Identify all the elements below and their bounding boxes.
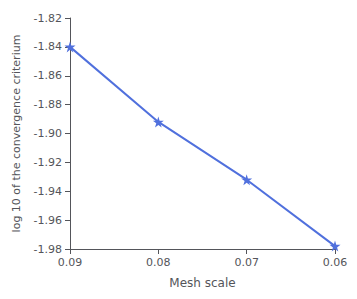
svg-text:-1.86: -1.86 — [34, 69, 62, 82]
svg-text:-1.90: -1.90 — [34, 127, 62, 140]
svg-text:-1.98: -1.98 — [34, 243, 62, 256]
svg-text:Mesh scale: Mesh scale — [169, 276, 235, 290]
svg-text:-1.94: -1.94 — [34, 185, 62, 198]
svg-text:-1.96: -1.96 — [34, 214, 62, 227]
svg-text:-1.88: -1.88 — [34, 98, 62, 111]
svg-text:0.07: 0.07 — [234, 256, 258, 269]
svg-text:0.08: 0.08 — [146, 256, 171, 269]
svg-text:log 10 of the convergence crit: log 10 of the convergence criterium — [10, 35, 23, 233]
svg-text:-1.92: -1.92 — [34, 156, 62, 169]
svg-text:0.06: 0.06 — [323, 256, 348, 269]
svg-text:-1.84: -1.84 — [34, 40, 62, 53]
svg-text:-1.82: -1.82 — [34, 12, 62, 25]
svg-text:0.09: 0.09 — [58, 256, 83, 269]
